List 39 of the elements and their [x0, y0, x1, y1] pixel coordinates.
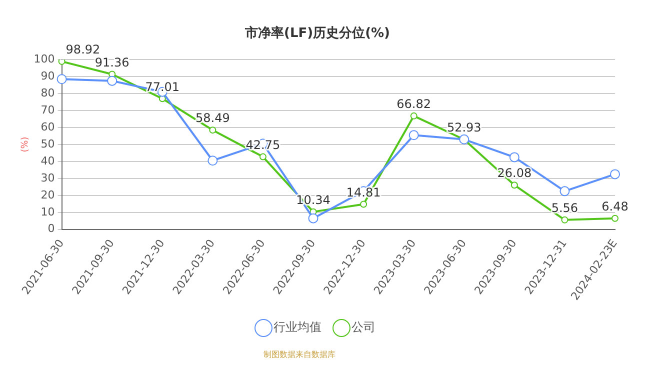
point [208, 156, 218, 166]
y-tick-label: 50 [40, 137, 55, 150]
y-tick-label: 60 [40, 120, 55, 134]
point [308, 213, 318, 224]
y-tick-label: 20 [40, 188, 55, 202]
y-tick-label: 0 [48, 222, 55, 236]
data-label: 66.82 [396, 97, 432, 112]
point [509, 152, 520, 162]
y-axis-title: (%) [20, 136, 31, 152]
legend-label: 公司 [352, 320, 376, 334]
y-tick-label: 90 [40, 69, 55, 82]
data-label: 91.36 [94, 55, 130, 70]
y-tick-label: 100 [34, 52, 55, 66]
text: 制图数据来自数据库 [264, 350, 336, 360]
point [209, 126, 216, 134]
point [408, 130, 419, 140]
point [56, 74, 67, 84]
point [259, 153, 266, 160]
y-tick-label: 30 [40, 171, 55, 184]
data-label: 6.48 [602, 199, 628, 214]
y-tick-label: 80 [40, 86, 55, 100]
point [610, 169, 620, 180]
point [360, 200, 368, 208]
point [560, 186, 570, 196]
point [410, 112, 418, 120]
data-label: 98.92 [66, 42, 100, 57]
point [107, 76, 118, 86]
y-tick-label: 70 [40, 103, 55, 116]
legend-label: 行业均值 [274, 320, 322, 334]
point [612, 214, 618, 222]
point [58, 60, 66, 65]
y-tick-label: 40 [40, 154, 55, 168]
data-label: 58.49 [195, 111, 230, 126]
point [510, 182, 518, 189]
y-tick-label: 10 [40, 205, 55, 218]
data-label: 52.93 [446, 120, 482, 135]
chart-title: 市净率(LF)历史分位(%) [244, 25, 390, 42]
data-label: 5.56 [551, 201, 578, 216]
point [561, 216, 568, 224]
